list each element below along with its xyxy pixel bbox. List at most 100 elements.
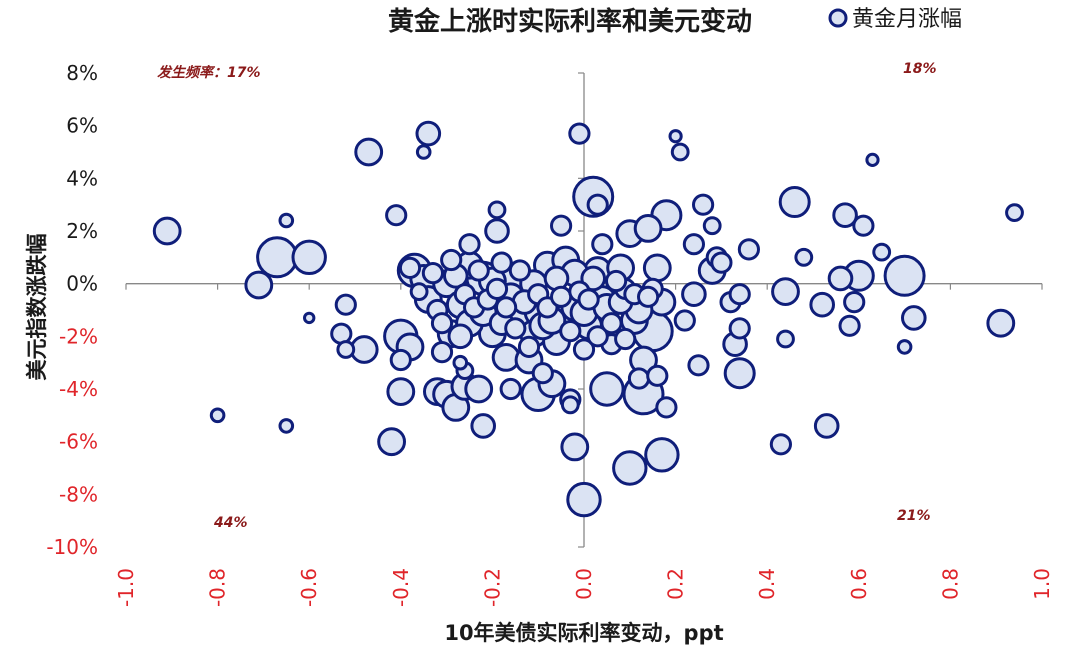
y-tick-label: 4% (66, 166, 98, 190)
data-bubble (487, 200, 507, 220)
data-bubble (883, 254, 926, 297)
data-bubble (495, 296, 518, 319)
data-bubble (589, 371, 625, 407)
data-bubble (771, 277, 800, 307)
data-bubble (668, 129, 683, 144)
data-bubble (209, 407, 226, 424)
data-bubble (655, 396, 678, 419)
quadrant-labels: 发生频率：17% 18% 44% 21% (157, 61, 937, 531)
data-bubble (385, 204, 408, 227)
data-bubble (504, 317, 527, 340)
data-bubble (377, 427, 407, 457)
data-bubble (508, 259, 532, 282)
quadrant-label-top-right: 18% (903, 61, 937, 77)
y-tick-label: -4% (59, 377, 98, 401)
x-tick-label: 0.2 (664, 568, 688, 600)
legend: 黄金月涨幅 (828, 7, 962, 32)
data-bubble (612, 450, 648, 486)
data-bubble (586, 325, 609, 348)
data-bubble (278, 212, 295, 229)
data-bubble (458, 233, 481, 256)
data-bubble (577, 288, 600, 311)
data-bubble (644, 437, 680, 473)
y-tick-label: 0% (66, 272, 98, 296)
quadrant-top-left-prefix: 发生频率： (157, 64, 227, 81)
data-bubble (794, 247, 814, 267)
y-tick-label: 2% (66, 219, 98, 243)
y-tick-label: 8% (66, 61, 98, 85)
data-bubble (637, 285, 660, 308)
data-bubble (728, 317, 751, 340)
x-tick-label: -1.0 (114, 568, 138, 607)
tick-labels: 8% 6% 4% 2% 0% -2% -4% -6% -8% -10% -1.0 -0.8 -0.6 -0… (46, 61, 1054, 607)
data-bubble (843, 291, 866, 314)
data-bubble (778, 186, 811, 218)
data-bubble (986, 308, 1016, 338)
data-bubble (531, 362, 554, 385)
data-bubble (600, 312, 623, 335)
x-tick-label: 0.6 (847, 568, 871, 600)
legend-label: 黄金月涨幅 (852, 7, 962, 32)
data-bubble (447, 323, 474, 350)
x-tick-label: 0.8 (938, 568, 962, 600)
data-bubble (485, 277, 509, 300)
x-tick-label: 0.0 (572, 568, 596, 600)
x-axis-label: 10年美债实际利率变动，ppt (444, 621, 723, 645)
data-bubble (452, 354, 469, 371)
x-tick-label: 0.4 (755, 568, 779, 600)
data-bubble (614, 327, 637, 351)
data-bubble (499, 377, 522, 401)
y-tick-label: -2% (59, 324, 98, 348)
data-bubble (769, 433, 793, 456)
data-bubble (566, 481, 602, 518)
data-bubble (901, 305, 927, 331)
data-bubble (559, 320, 582, 343)
data-bubble (415, 144, 432, 160)
data-bubble (560, 432, 590, 462)
data-bubble (389, 348, 412, 372)
data-bubble (670, 142, 690, 162)
data-bubble (415, 120, 442, 147)
data-bubble (687, 354, 710, 377)
data-bubble (627, 367, 651, 390)
y-tick-label: -10% (46, 535, 98, 559)
data-bubble (440, 248, 463, 272)
data-bubble (334, 293, 357, 316)
data-bubble (776, 329, 795, 349)
quadrant-top-left-value: 17% (227, 65, 261, 81)
data-bubble (827, 265, 854, 292)
data-bubble (586, 193, 609, 216)
data-bubble (430, 341, 454, 364)
data-bubble (832, 202, 858, 228)
data-bubble (470, 413, 497, 439)
data-bubble (642, 253, 672, 283)
data-bubble (244, 270, 274, 300)
x-tick-label: 1.0 (1030, 568, 1054, 600)
x-tick-label: -0.6 (297, 568, 321, 607)
data-bubble (702, 216, 722, 236)
data-bubble (633, 214, 663, 243)
data-bubble (723, 357, 756, 390)
quadrant-label-bottom-right: 21% (897, 508, 931, 524)
x-tick-label: -0.8 (206, 568, 230, 607)
data-bubble (681, 281, 707, 308)
y-axis-label: 美元指数涨跌幅 (25, 234, 49, 381)
data-bubble (1005, 203, 1024, 223)
data-bubble (572, 338, 596, 361)
x-tick-label: -0.2 (480, 568, 504, 607)
y-tick-label: -8% (59, 482, 98, 506)
y-tick-label: -6% (59, 430, 98, 454)
data-bubble (152, 216, 182, 246)
x-tick-label: -0.4 (389, 568, 413, 607)
data-bubble (386, 377, 416, 407)
data-bubble (560, 395, 580, 415)
data-bubble (550, 214, 573, 237)
data-bubble (605, 269, 628, 293)
data-bubble (852, 214, 875, 237)
data-bubble (409, 282, 429, 302)
data-bubble (336, 340, 356, 359)
data-bubble (430, 312, 454, 335)
data-bubble (896, 339, 913, 355)
data-bubble (550, 285, 573, 308)
data-bubble (591, 233, 614, 256)
